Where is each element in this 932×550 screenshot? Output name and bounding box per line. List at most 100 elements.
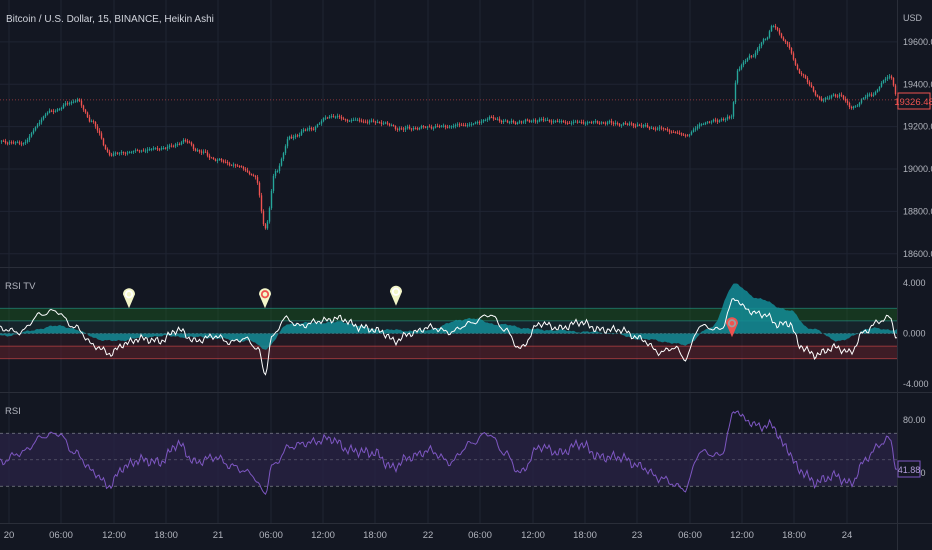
candle-body [468, 124, 471, 126]
candle-body [728, 116, 731, 118]
price-pane[interactable]: Bitcoin / U.S. Dollar, 15, BINANCE, Heik… [0, 13, 932, 259]
candle-body [594, 121, 597, 122]
candle-body [68, 103, 71, 105]
candle-body [14, 142, 17, 144]
time-tick-label: 18:00 [363, 530, 387, 541]
candle-body [328, 116, 331, 119]
candle-body [538, 119, 541, 122]
candle-body [668, 130, 671, 132]
candle-body [270, 190, 273, 209]
candle-body [884, 78, 887, 81]
last-price-value: 19326.48 [894, 97, 932, 108]
candle-body [82, 105, 85, 110]
candle-body [618, 123, 621, 126]
candle-body [38, 122, 41, 125]
rsi-tv-axis[interactable]: 4.000 0.000 -4.000 [903, 278, 929, 389]
time-tick-label: 18:00 [154, 530, 178, 541]
candle-body [12, 142, 15, 144]
candle-body [192, 144, 195, 149]
candle-body [742, 62, 745, 66]
candle-body [500, 120, 503, 123]
candle-body [104, 145, 107, 150]
candle-body [636, 124, 639, 127]
candle-body [782, 37, 785, 41]
candle-body [766, 37, 769, 40]
candle-body [364, 121, 367, 123]
candle-body [388, 123, 391, 126]
candle-body [70, 102, 73, 104]
candle-body [188, 142, 191, 144]
candle-body [748, 55, 751, 59]
candle-body [460, 124, 463, 126]
candle-body [768, 31, 771, 38]
candle-body [366, 121, 369, 123]
candle-body [676, 132, 679, 134]
candle-body [760, 42, 763, 47]
candle-body [298, 134, 301, 136]
candle-body [652, 127, 655, 129]
candle-body [738, 68, 741, 71]
rsi-band-fill [0, 433, 897, 487]
candle-body [292, 137, 295, 139]
candle-body [118, 152, 121, 154]
candle-body [774, 26, 777, 28]
rsi-tv-pane[interactable]: RSI TV 4.000 0.000 -4.000 [0, 278, 929, 389]
candle-body [362, 121, 365, 123]
candle-body [412, 128, 415, 130]
candle-body [112, 153, 115, 156]
candle-body [520, 121, 523, 123]
candle-body [56, 109, 59, 111]
time-tick-label: 12:00 [311, 530, 335, 541]
candle-body [512, 120, 515, 123]
candle-body [810, 84, 813, 88]
candle-body [258, 182, 261, 196]
candle-body [46, 112, 49, 115]
candle-body [648, 127, 651, 129]
candle-body [560, 121, 563, 122]
candle-body [106, 149, 109, 152]
rsi-tick-label: 80.00 [903, 415, 926, 425]
candle-body [444, 125, 447, 128]
candle-body [612, 122, 615, 124]
time-axis[interactable]: 20 06:00 12:00 18:00 21 06:00 12:00 18:00 22 06:0… [4, 530, 853, 541]
candle-body [358, 119, 361, 121]
candle-body [646, 125, 649, 128]
candle-body [184, 140, 187, 141]
candle-body [684, 135, 687, 137]
candle-body [690, 131, 693, 135]
candle-body [196, 150, 199, 151]
candle-body [30, 133, 33, 137]
candle-body [758, 46, 761, 49]
candle-body [840, 94, 843, 96]
candle-body [434, 126, 437, 128]
candle-body [288, 136, 291, 140]
candle-body [414, 128, 417, 129]
candle-body [96, 126, 99, 131]
candle-body [302, 129, 305, 132]
candle-body [580, 121, 583, 123]
candle-body [626, 123, 629, 125]
candle-body [128, 152, 131, 153]
time-tick-label: 18:00 [573, 530, 597, 541]
candle-body [848, 103, 851, 108]
candle-body [162, 147, 165, 149]
candle-body [0, 140, 3, 142]
rsi-pane[interactable]: RSI 80.0040.00 41.88 [0, 406, 926, 496]
candle-body [226, 161, 229, 164]
candle-body [824, 97, 827, 100]
candle-body [486, 119, 489, 120]
candle-body [240, 166, 243, 168]
candle-body [60, 108, 63, 110]
candle-body [718, 120, 721, 122]
candle-body [76, 99, 79, 102]
candle-body [338, 116, 341, 117]
candle-body [522, 121, 525, 123]
candle-body [464, 125, 467, 126]
candle-body [828, 97, 831, 99]
candle-body [698, 124, 701, 127]
candle-body [402, 128, 405, 130]
time-tick-label: 06:00 [259, 530, 283, 541]
price-axis[interactable]: 19600.00 19400.00 19200.00 19000.00 18800.00… [903, 37, 932, 259]
candle-body [616, 122, 619, 124]
